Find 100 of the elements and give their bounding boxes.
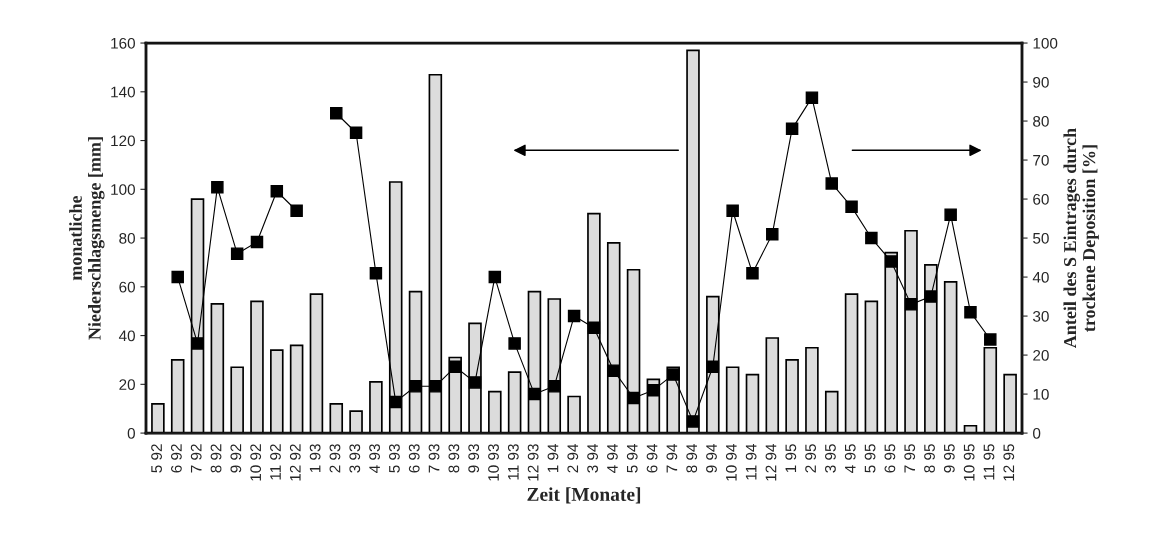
y2-tick-label: 50: [1033, 232, 1049, 244]
point: [766, 227, 779, 241]
x-tick-label: 10 95: [963, 444, 975, 481]
point: [666, 368, 680, 381]
point: [349, 126, 363, 140]
point: [468, 376, 482, 389]
x-tick-label: 11 92: [270, 444, 281, 480]
bar: [170, 359, 185, 434]
bar: [250, 300, 264, 434]
point: [845, 200, 858, 214]
point: [448, 360, 462, 374]
point: [924, 290, 938, 303]
x-tick-label: 7 95: [904, 444, 916, 473]
point: [330, 106, 343, 120]
point: [250, 235, 264, 249]
x-tick-label: 3 94: [587, 443, 599, 473]
bar: [785, 359, 799, 434]
x-tick-label: 7 94: [666, 443, 678, 473]
x-tick-label: 2 93: [329, 444, 341, 473]
bar: [745, 373, 760, 434]
point: [627, 391, 640, 405]
y-tick-label: 40: [118, 330, 135, 342]
x-tick-label: 9 92: [230, 444, 242, 473]
x-tick-label: 4 94: [607, 443, 618, 473]
point: [746, 266, 759, 280]
x-tick-label: 1 94: [547, 443, 559, 473]
point: [508, 337, 521, 350]
x-tick-label: 11 93: [507, 444, 519, 480]
point: [607, 364, 620, 377]
x-tick-label: 8 94: [686, 443, 698, 473]
bar: [844, 293, 859, 434]
y2-axis-title: Anteil des S Eintrages durch trockene Deposition [%]: [1063, 128, 1099, 349]
x-tick-label: 8 92: [210, 444, 222, 473]
x-tick-label: 2 95: [805, 444, 817, 473]
point: [884, 255, 898, 268]
x-tick-label: 7 92: [190, 444, 202, 473]
point: [290, 204, 303, 218]
point: [785, 122, 799, 136]
point: [984, 333, 997, 346]
y-tick-label: 60: [119, 281, 135, 293]
x-tick-label: 9 95: [943, 444, 955, 473]
point: [904, 298, 918, 311]
point: [706, 360, 720, 374]
point: [647, 383, 660, 397]
x-tick-label: 5 93: [389, 444, 400, 473]
x-tick-label: 10 92: [250, 444, 262, 481]
point: [686, 415, 700, 428]
point: [805, 91, 819, 104]
bar: [725, 366, 740, 434]
x-tick-label: 4 95: [844, 444, 856, 473]
point: [488, 270, 502, 284]
x-tick-label: 3 95: [825, 444, 836, 473]
x-tick-label: 10 94: [725, 443, 737, 481]
x-tick-label: 5 95: [864, 444, 876, 473]
bar: [408, 290, 423, 434]
y-tick-label: 140: [111, 86, 135, 98]
point: [825, 177, 838, 190]
y2-tick-label: 40: [1032, 271, 1049, 283]
bar: [1003, 373, 1017, 434]
bar: [805, 346, 819, 434]
bar: [864, 300, 879, 434]
bar: [567, 395, 581, 434]
bar: [309, 293, 324, 434]
x-tick-label: 1 93: [309, 444, 321, 473]
y-tick-label: 80: [119, 232, 135, 244]
point: [171, 270, 184, 284]
x-tick-label: 9 94: [706, 443, 717, 473]
point: [211, 181, 224, 194]
bar: [488, 390, 502, 434]
point: [429, 380, 442, 393]
point: [726, 204, 739, 218]
point: [389, 395, 402, 409]
bar: [507, 371, 522, 434]
bar: [289, 344, 304, 434]
point: [548, 380, 561, 393]
x-tick-label: 12 94: [765, 443, 777, 481]
x-tick-label: 6 93: [408, 444, 420, 473]
y-tick-label: 20: [119, 379, 135, 391]
x-tick-label: 3 93: [349, 444, 361, 473]
x-tick-label: 5 92: [151, 444, 162, 473]
bar: [824, 390, 839, 434]
x-tick-label: 2 94: [567, 443, 579, 473]
x-axis-title: Zeit [Monate]: [527, 487, 641, 504]
point: [944, 208, 957, 221]
x-tick-label: 10 93: [488, 444, 499, 481]
x-tick-label: 12 95: [1003, 444, 1015, 481]
bar: [349, 410, 363, 434]
point: [567, 309, 581, 323]
bar: [210, 303, 225, 434]
x-tick-label: 11 94: [745, 443, 757, 480]
y-tick-label: 160: [111, 37, 135, 49]
y2-tick-label: 100: [1033, 37, 1058, 49]
y2-tick-label: 80: [1033, 115, 1049, 127]
point: [865, 231, 878, 245]
y-tick-label: 0: [127, 427, 135, 439]
x-tick-label: 6 94: [646, 443, 658, 473]
bar: [151, 403, 165, 434]
point: [528, 387, 541, 401]
bar: [369, 381, 383, 434]
y-tick-label: 100: [111, 184, 135, 195]
